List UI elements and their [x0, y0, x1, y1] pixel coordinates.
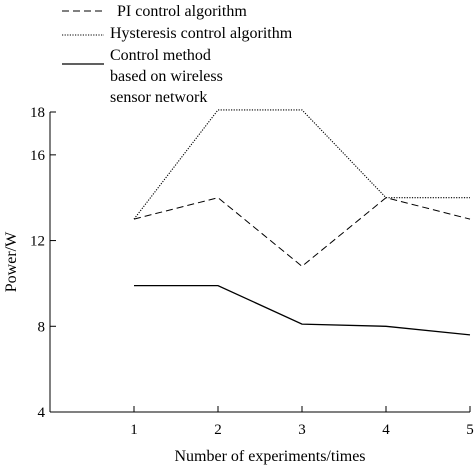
- y-tick-label-18: 18: [30, 105, 45, 121]
- legend-label-pi: PI control algorithm: [117, 3, 247, 20]
- x-axis-title: Number of experiments/times: [174, 448, 365, 465]
- x-tick-label-2: 2: [214, 422, 222, 438]
- legend-label-wsn-line-2: based on wireless: [110, 68, 223, 85]
- y-tick-label-8: 8: [38, 319, 46, 335]
- legend: PI control algorithm Hysteresis control …: [62, 3, 293, 106]
- x-tick-label-4: 4: [382, 422, 390, 438]
- axes: [49, 112, 470, 413]
- series-line-0: [133, 197, 471, 267]
- x-tick-label-5: 5: [466, 422, 474, 438]
- y-tick-label-4: 4: [38, 405, 46, 421]
- y-tick-label-16: 16: [30, 148, 46, 164]
- legend-label-wsn-line-1: Control method: [110, 47, 211, 64]
- y-tick-label-12: 12: [30, 234, 45, 250]
- series-lines: [133, 109, 471, 336]
- y-axis-title: Power/W: [3, 231, 20, 292]
- x-tick-label-3: 3: [298, 422, 306, 438]
- series-line-2: [134, 284, 471, 336]
- x-tick-label-1: 1: [130, 422, 138, 438]
- series-line-1: [133, 109, 470, 220]
- legend-label-hysteresis: Hysteresis control algorithm: [110, 25, 293, 42]
- legend-label-wsn-line-3: sensor network: [110, 89, 207, 106]
